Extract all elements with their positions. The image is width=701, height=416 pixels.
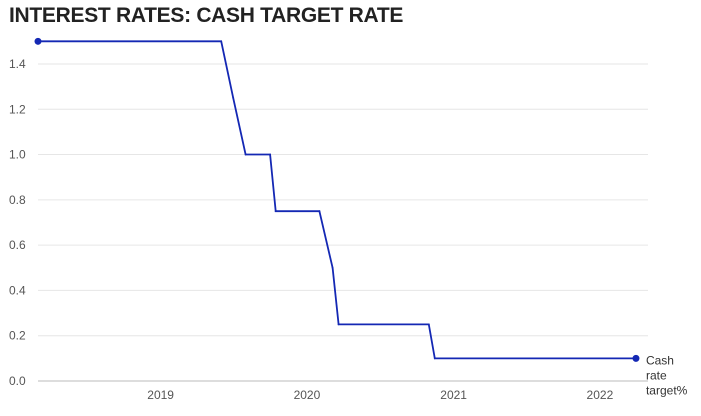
x-tick-label: 2020: [294, 388, 321, 402]
y-tick-label: 1.2: [9, 102, 26, 116]
data-point: [244, 153, 247, 156]
y-tick-label: 0.6: [9, 238, 26, 252]
y-tick-label: 0.8: [9, 193, 26, 207]
chart-title: INTEREST RATES: CASH TARGET RATE: [9, 4, 404, 27]
series-line: [38, 40, 636, 360]
label-layer: Cash rate target%: [646, 353, 688, 397]
y-tick-label: 0.0: [9, 374, 26, 388]
endpoint-marker: [34, 37, 42, 45]
grid-lines: [38, 63, 648, 382]
data-point: [331, 266, 334, 269]
data-point: [337, 323, 340, 326]
data-point: [220, 40, 223, 43]
data-point: [433, 357, 436, 360]
data-point: [318, 210, 321, 213]
x-tick-label: 2022: [587, 388, 614, 402]
data-point: [269, 153, 271, 156]
x-tick-label: 2021: [440, 388, 467, 402]
data-point: [232, 97, 235, 99]
axis: 0.0 0.2 0.4 0.6 0.8 1.0 1.2 1.4 2019 2020 2021 2022: [9, 57, 614, 402]
series-layer: [34, 37, 640, 362]
y-tick-label: 0.4: [9, 283, 26, 297]
y-tick-label: 1.0: [9, 148, 26, 162]
x-tick-label: 2019: [147, 388, 174, 402]
endpoint-marker: [632, 354, 640, 362]
series-end-label: Cash rate target%: [646, 353, 688, 397]
data-point: [274, 210, 277, 213]
y-tick-label: 1.4: [9, 57, 26, 71]
data-point: [427, 323, 430, 326]
y-tick-label: 0.2: [9, 329, 26, 343]
